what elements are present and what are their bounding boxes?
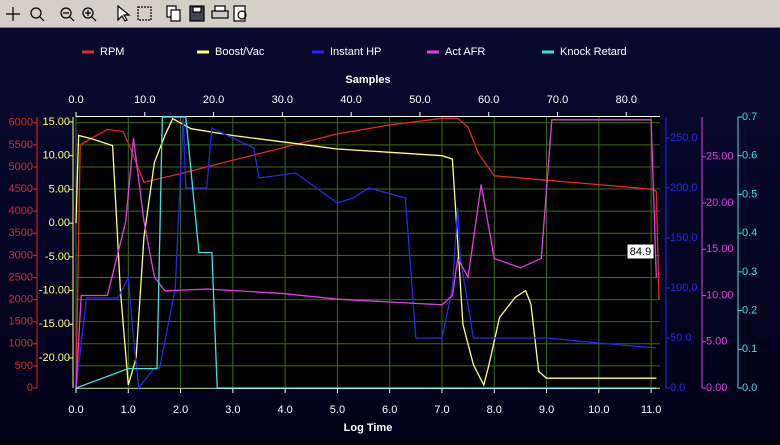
annotation: 84.9 <box>630 246 651 258</box>
legend-label: Instant HP <box>330 46 381 58</box>
legend-label: Knock Retard <box>560 46 627 58</box>
x-tick-label: 6.0 <box>382 404 397 416</box>
y-tick-label: 0.7 <box>742 111 757 123</box>
y-tick-label: 0.5 <box>742 188 757 200</box>
x2-tick-label: 50.0 <box>409 94 430 106</box>
zoom-out-button[interactable] <box>60 7 75 22</box>
x2-tick-label: 40.0 <box>340 94 361 106</box>
y-tick-label: 0 <box>27 382 33 394</box>
x-axis-title: Log Time <box>344 422 393 434</box>
y-tick-label: -5.00 <box>45 251 70 263</box>
y-tick-label: -15.00 <box>39 318 70 330</box>
y-tick-label: 4500 <box>9 183 33 195</box>
y-tick-label: 50.0 <box>670 332 691 344</box>
series-line <box>75 117 660 389</box>
x2-tick-label: 20.0 <box>203 94 224 106</box>
y-tick-label: 10.00 <box>42 150 70 162</box>
x-tick-label: 5.0 <box>330 404 345 416</box>
y-tick-label: 0.0 <box>670 382 685 394</box>
x2-tick-label: 30.0 <box>272 94 293 106</box>
marquee-button[interactable] <box>137 6 152 21</box>
plot-area <box>76 117 660 388</box>
x-tick-label: 8.0 <box>487 404 502 416</box>
x-tick-label: 0.0 <box>68 404 83 416</box>
zoom-button[interactable] <box>30 7 45 22</box>
series-line <box>75 119 657 389</box>
series-line <box>75 116 657 389</box>
y-tick-label: 0.0 <box>742 382 757 394</box>
x2-tick-label: 10.0 <box>134 94 155 106</box>
preview-button[interactable] <box>233 5 247 22</box>
print-button[interactable] <box>211 5 229 19</box>
legend-label: RPM <box>100 46 124 58</box>
x-tick-label: 7.0 <box>434 404 449 416</box>
y-tick-label: 15.00 <box>706 243 734 255</box>
x2-tick-label: 70.0 <box>547 94 568 106</box>
annotation-box <box>626 243 655 260</box>
y-tick-label: 4000 <box>9 205 33 217</box>
series-line <box>75 117 657 390</box>
y-tick-label: 100.0 <box>670 282 698 294</box>
y-tick-label: 1000 <box>9 338 33 350</box>
y-tick-label: 500 <box>15 360 33 372</box>
y-tick-label: 6000 <box>9 117 33 129</box>
y-tick-label: 0.00 <box>49 217 70 229</box>
y-tick-label: 10.00 <box>706 289 734 301</box>
top-axis-title: Samples <box>345 74 390 86</box>
x2-tick-label: 0.0 <box>68 94 83 106</box>
y-tick-label: 0.3 <box>742 266 757 278</box>
legend-label: Boost/Vac <box>215 46 265 58</box>
y-tick-label: 0.4 <box>742 227 757 239</box>
zoom-in-button[interactable] <box>82 7 97 22</box>
y-tick-label: 3000 <box>9 249 33 261</box>
legend-label: Act AFR <box>445 46 485 58</box>
y-tick-label: 25.00 <box>706 151 734 163</box>
y-tick-label: 2500 <box>9 271 33 283</box>
y-tick-label: -20.00 <box>39 352 70 364</box>
x2-tick-label: 80.0 <box>616 94 637 106</box>
x-tick-label: 4.0 <box>277 404 292 416</box>
y-tick-label: 1500 <box>9 316 33 328</box>
y-tick-label: 5500 <box>9 139 33 151</box>
y-tick-label: 2000 <box>9 293 33 305</box>
y-tick-label: 3500 <box>9 227 33 239</box>
y-tick-label: 150.0 <box>670 232 698 244</box>
y-tick-label: 0.6 <box>742 150 757 162</box>
y-tick-label: -10.00 <box>39 284 70 296</box>
select-button[interactable] <box>117 4 131 22</box>
y-tick-label: 20.00 <box>706 197 734 209</box>
x-tick-label: 1.0 <box>121 404 136 416</box>
y-tick-label: 200.0 <box>670 182 698 194</box>
pan-button[interactable] <box>6 7 20 21</box>
x-tick-label: 3.0 <box>225 404 240 416</box>
y-tick-label: 5.00 <box>706 336 727 348</box>
y-tick-label: 5.00 <box>49 183 70 195</box>
toolbar <box>0 0 780 28</box>
y-tick-label: 0.00 <box>706 382 727 394</box>
y-tick-label: 250.0 <box>670 132 698 144</box>
x-tick-label: 2.0 <box>173 404 188 416</box>
y-tick-label: 0.1 <box>742 343 757 355</box>
save-button[interactable] <box>189 5 205 22</box>
y-tick-label: 15.00 <box>42 116 70 128</box>
x-tick-label: 11.0 <box>641 404 662 416</box>
x-tick-label: 9.0 <box>539 404 554 416</box>
x2-tick-label: 60.0 <box>478 94 499 106</box>
x-tick-label: 10.0 <box>588 404 609 416</box>
copy-button[interactable] <box>166 5 181 22</box>
y-tick-label: 5000 <box>9 161 33 173</box>
y-tick-label: 0.2 <box>742 304 757 316</box>
